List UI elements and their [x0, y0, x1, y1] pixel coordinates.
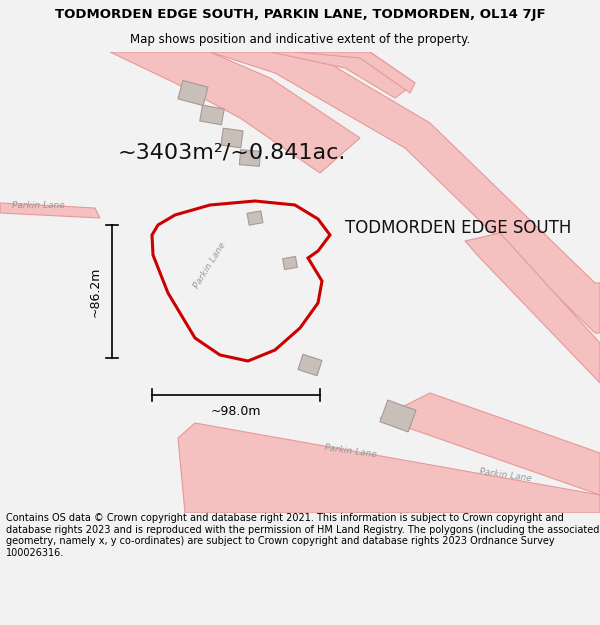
Polygon shape	[295, 52, 415, 93]
Polygon shape	[200, 105, 224, 125]
Text: TODMORDEN EDGE SOUTH, PARKIN LANE, TODMORDEN, OL14 7JF: TODMORDEN EDGE SOUTH, PARKIN LANE, TODMO…	[55, 8, 545, 21]
Text: TODMORDEN EDGE SOUTH: TODMORDEN EDGE SOUTH	[345, 219, 571, 237]
Text: Parkin Lane: Parkin Lane	[192, 240, 228, 290]
Text: ~98.0m: ~98.0m	[211, 405, 261, 418]
Text: Parkin Lane: Parkin Lane	[323, 443, 377, 459]
Text: Contains OS data © Crown copyright and database right 2021. This information is : Contains OS data © Crown copyright and d…	[6, 513, 599, 558]
Polygon shape	[270, 52, 415, 98]
Polygon shape	[465, 233, 600, 383]
Polygon shape	[239, 149, 260, 166]
Polygon shape	[210, 52, 600, 333]
Polygon shape	[178, 423, 600, 513]
Polygon shape	[0, 203, 100, 218]
Polygon shape	[380, 400, 416, 432]
Polygon shape	[283, 256, 298, 269]
Polygon shape	[178, 81, 208, 106]
Polygon shape	[110, 52, 360, 173]
Polygon shape	[298, 354, 322, 376]
Polygon shape	[221, 128, 243, 148]
Text: Map shows position and indicative extent of the property.: Map shows position and indicative extent…	[130, 32, 470, 46]
Text: Parkin Lane: Parkin Lane	[478, 467, 532, 483]
Polygon shape	[247, 211, 263, 225]
Polygon shape	[380, 393, 600, 495]
Text: ~86.2m: ~86.2m	[89, 266, 102, 317]
Text: Parkin Lane: Parkin Lane	[11, 201, 64, 209]
Text: ~3403m²/~0.841ac.: ~3403m²/~0.841ac.	[118, 143, 346, 163]
